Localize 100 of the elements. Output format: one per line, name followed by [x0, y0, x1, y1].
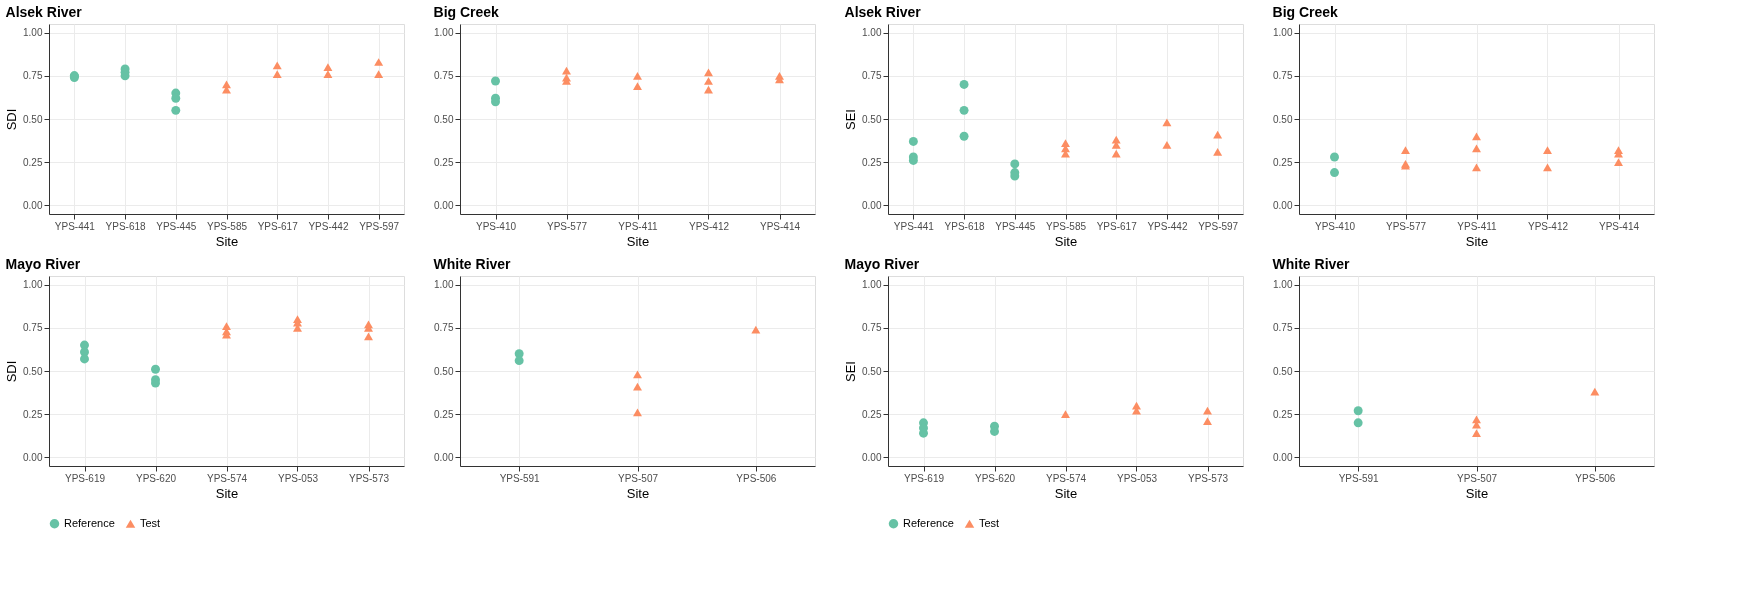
y-axis-title: SEI: [843, 361, 859, 382]
y-axis-title: SDI: [4, 108, 20, 131]
y-tick-label: 1.00: [862, 279, 882, 291]
y-tick-label: 0.25: [1273, 156, 1293, 168]
legend-label: Reference: [64, 516, 115, 529]
y-tick-label: 0.50: [434, 113, 454, 125]
x-tick-label: YPS-053: [277, 472, 319, 484]
x-tick-label: YPS-573: [348, 472, 390, 484]
y-tick-label: 0.50: [862, 113, 882, 125]
legend-label: Test: [140, 516, 161, 529]
x-tick-label: YPS-597: [359, 220, 400, 232]
chart-title: Mayo River: [5, 256, 81, 272]
x-tick-label: YPS-618: [105, 220, 147, 232]
x-tick-label: YPS-445: [995, 220, 1036, 232]
x-tick-label: YPS-410: [1314, 220, 1356, 232]
x-axis-title: Site: [626, 485, 650, 501]
y-tick-label: 1.00: [1273, 27, 1293, 39]
y-tick-label: 1.00: [434, 279, 454, 291]
x-tick-label: YPS-573: [1187, 472, 1229, 484]
x-tick-label: YPS-441: [893, 220, 935, 232]
y-tick-label: 0.50: [23, 113, 43, 125]
x-tick-label: YPS-507: [617, 472, 659, 484]
x-axis-title: Site: [1465, 233, 1489, 249]
legend-label: Test: [979, 516, 1000, 529]
chart-title: White River: [433, 256, 512, 272]
y-tick-label: 1.00: [23, 27, 43, 39]
y-tick-label: 1.00: [862, 27, 882, 39]
x-tick-label: YPS-053: [1116, 472, 1158, 484]
x-axis-title: Site: [215, 233, 239, 249]
y-axis-title: SEI: [843, 109, 859, 130]
y-tick-label: 0.75: [434, 322, 454, 334]
x-tick-label: YPS-597: [1198, 220, 1239, 232]
x-tick-label: YPS-442: [308, 220, 349, 232]
y-tick-label: 0.00: [23, 199, 43, 211]
y-tick-label: 0.50: [862, 365, 882, 377]
x-tick-label: YPS-412: [688, 220, 730, 232]
x-tick-label: YPS-411: [1457, 220, 1498, 232]
legend-label: Reference: [903, 516, 954, 529]
x-axis-title: Site: [215, 485, 239, 501]
x-tick-label: YPS-412: [1527, 220, 1569, 232]
y-tick-label: 0.25: [23, 156, 43, 168]
y-axis-title: SDI: [4, 360, 20, 383]
x-tick-label: YPS-442: [1147, 220, 1188, 232]
y-tick-label: 0.00: [23, 451, 43, 463]
y-tick-label: 0.00: [434, 199, 454, 211]
x-tick-label: YPS-506: [1575, 472, 1616, 484]
y-tick-label: 0.00: [1273, 199, 1293, 211]
y-tick-label: 0.00: [862, 199, 882, 211]
x-tick-label: YPS-591: [1338, 472, 1380, 484]
y-tick-label: 0.50: [1273, 365, 1293, 377]
y-tick-label: 1.00: [434, 27, 454, 39]
y-tick-label: 0.75: [1273, 70, 1293, 82]
x-tick-label: YPS-441: [54, 220, 96, 232]
x-tick-label: YPS-445: [156, 220, 197, 232]
y-tick-label: 0.25: [1273, 408, 1293, 420]
y-tick-label: 0.75: [23, 322, 43, 334]
y-tick-label: 0.25: [862, 156, 882, 168]
y-tick-label: 0.50: [1273, 113, 1293, 125]
x-tick-label: YPS-585: [1045, 220, 1087, 232]
x-axis-title: Site: [626, 233, 650, 249]
x-axis-title: Site: [1054, 485, 1078, 501]
x-tick-label: YPS-574: [206, 472, 248, 484]
x-tick-label: YPS-414: [1598, 220, 1640, 232]
x-tick-label: YPS-507: [1456, 472, 1498, 484]
y-tick-label: 0.75: [1273, 322, 1293, 334]
y-tick-label: 0.00: [434, 451, 454, 463]
y-tick-label: 0.75: [862, 322, 882, 334]
x-tick-label: YPS-411: [618, 220, 659, 232]
y-tick-label: 0.25: [434, 156, 454, 168]
x-tick-label: YPS-585: [206, 220, 248, 232]
x-tick-label: YPS-414: [759, 220, 801, 232]
y-tick-label: 0.50: [23, 365, 43, 377]
y-tick-label: 0.00: [1273, 451, 1293, 463]
x-tick-label: YPS-618: [944, 220, 986, 232]
x-tick-label: YPS-619: [64, 472, 106, 484]
x-axis-title: Site: [1054, 233, 1078, 249]
x-tick-label: YPS-617: [1096, 220, 1138, 232]
y-tick-label: 1.00: [23, 279, 43, 291]
x-tick-label: YPS-617: [257, 220, 299, 232]
chart-title: White River: [1272, 256, 1351, 272]
y-tick-label: 0.75: [23, 70, 43, 82]
y-tick-label: 0.75: [862, 70, 882, 82]
y-tick-label: 0.50: [434, 365, 454, 377]
y-tick-label: 0.25: [23, 408, 43, 420]
x-tick-label: YPS-591: [499, 472, 541, 484]
chart-title: Mayo River: [844, 256, 920, 272]
y-tick-label: 0.00: [862, 451, 882, 463]
x-tick-label: YPS-620: [974, 472, 1016, 484]
chart-title: Big Creek: [1272, 4, 1339, 20]
y-tick-label: 0.75: [434, 70, 454, 82]
y-tick-label: 0.25: [434, 408, 454, 420]
x-tick-label: YPS-410: [475, 220, 517, 232]
x-tick-label: YPS-506: [736, 472, 777, 484]
x-tick-label: YPS-619: [903, 472, 945, 484]
chart-title: Alsek River: [844, 4, 922, 20]
x-tick-label: YPS-620: [135, 472, 177, 484]
chart-title: Alsek River: [5, 4, 83, 20]
x-tick-label: YPS-574: [1045, 472, 1087, 484]
x-axis-title: Site: [1465, 485, 1489, 501]
x-tick-label: YPS-577: [1385, 220, 1427, 232]
